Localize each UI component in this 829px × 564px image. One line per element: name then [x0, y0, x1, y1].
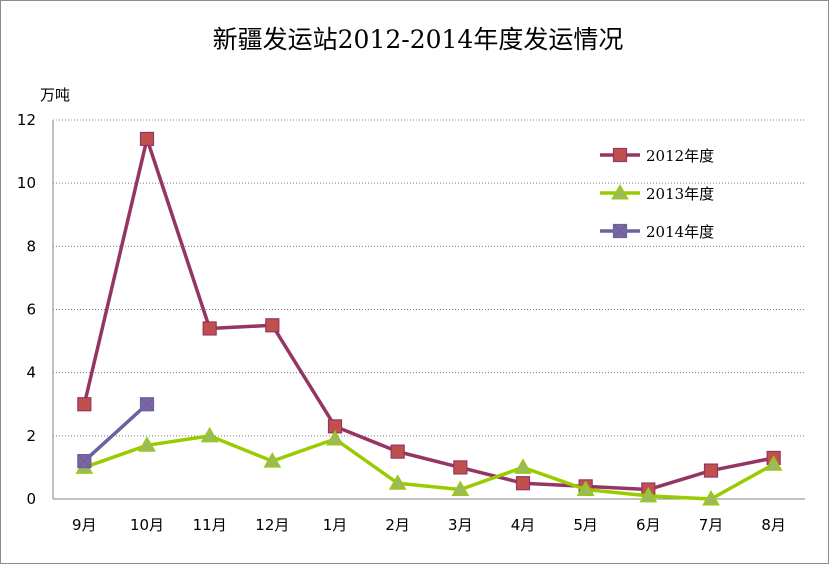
data-point — [263, 452, 282, 468]
data-point — [326, 429, 344, 446]
data-point — [612, 147, 628, 163]
series-2013年度 — [75, 426, 783, 506]
data-point — [77, 397, 92, 412]
y-tick-label: 4 — [26, 364, 36, 382]
data-point — [703, 463, 719, 478]
data-point-cross — [613, 224, 627, 238]
x-tick-label: 3月 — [448, 516, 473, 534]
y-tick-label: 8 — [26, 237, 36, 255]
y-tick-label: 0 — [26, 490, 36, 508]
x-tick-label: 10月 — [130, 516, 164, 534]
data-point — [390, 444, 405, 459]
y-tick-label: 2 — [26, 427, 36, 445]
data-point — [611, 183, 629, 200]
data-point — [514, 458, 532, 474]
data-point — [702, 489, 720, 506]
data-point — [453, 460, 468, 475]
data-point — [576, 480, 595, 497]
y-tick-label: 6 — [26, 301, 36, 319]
x-tick-label: 8月 — [761, 516, 786, 534]
x-tick-label: 7月 — [699, 516, 724, 534]
x-tick-label: 12月 — [255, 516, 289, 534]
x-tick-label: 6月 — [636, 516, 661, 534]
data-point — [202, 321, 217, 336]
x-tick-label: 11月 — [193, 516, 227, 534]
legend-label: 2013年度 — [646, 185, 714, 203]
series-line — [82, 137, 775, 492]
data-point — [200, 426, 219, 443]
data-point — [451, 480, 470, 497]
series-line — [83, 434, 775, 501]
legend-label: 2014年度 — [646, 223, 714, 241]
data-point — [388, 474, 407, 490]
x-tick-label: 5月 — [573, 516, 598, 534]
data-point — [138, 436, 156, 452]
data-point-cross — [77, 454, 91, 468]
series-2014年度 — [77, 397, 155, 469]
legend-item: 2014年度 — [600, 223, 714, 241]
x-tick-label: 4月 — [511, 516, 536, 534]
x-tick-label: 9月 — [72, 516, 97, 534]
legend-item: 2013年度 — [600, 183, 714, 203]
data-point — [139, 131, 155, 147]
legend-item: 2012年度 — [600, 147, 714, 165]
data-point — [764, 455, 783, 471]
x-tick-label: 2月 — [385, 516, 410, 534]
data-point — [265, 318, 280, 333]
legend-label: 2012年度 — [646, 147, 714, 165]
y-tick-label: 12 — [17, 111, 36, 129]
data-point — [639, 486, 658, 503]
chart-title: 新疆发运站2012-2014年度发运情况 — [213, 25, 624, 54]
data-point-cross — [140, 397, 154, 411]
series-line — [83, 402, 149, 463]
x-tick-label: 1月 — [323, 516, 348, 534]
y-axis-label: 万吨 — [40, 86, 70, 104]
y-tick-label: 10 — [17, 174, 36, 192]
data-point — [515, 476, 531, 491]
